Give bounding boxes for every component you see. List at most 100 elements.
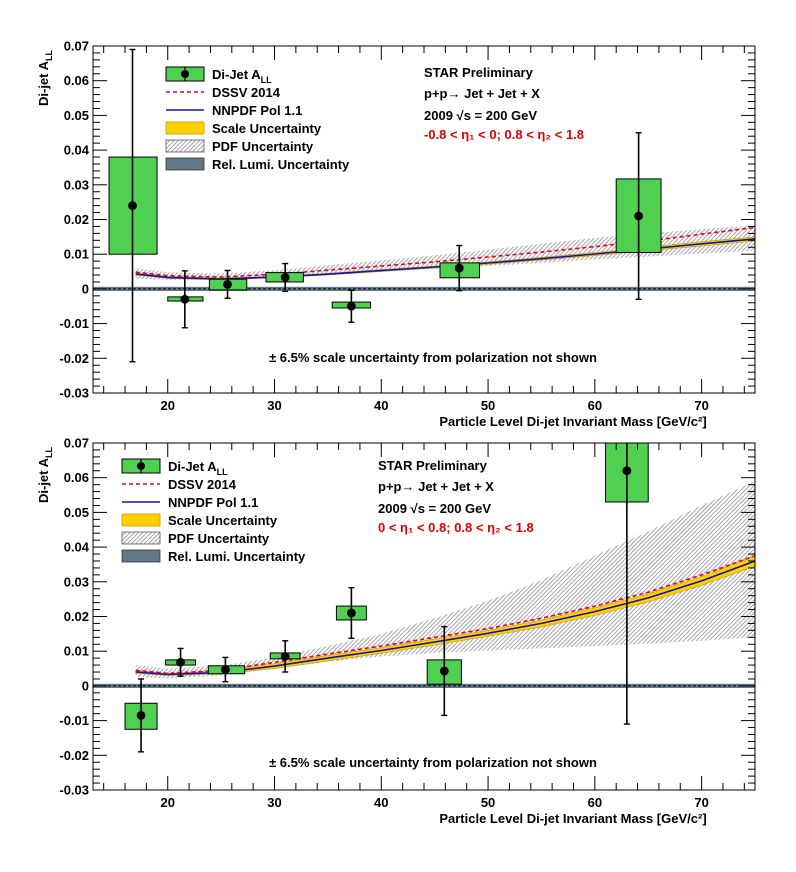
legend-scale-swatch xyxy=(165,121,205,135)
x-tick-label: 20 xyxy=(161,398,175,413)
legend-lumi-label: Rel. Lumi. Uncertainty xyxy=(168,549,306,564)
pdf-uncertainty-band xyxy=(135,225,755,280)
legend-data-label: Di-Jet ALL xyxy=(168,459,228,477)
data-point xyxy=(335,586,367,640)
data-point xyxy=(269,640,301,673)
data-marker xyxy=(634,211,644,221)
data-marker xyxy=(176,657,185,667)
data-marker xyxy=(136,710,146,720)
y-tick-label: 0.03 xyxy=(64,177,89,192)
y-axis-label-main: Di-jet A xyxy=(36,457,51,503)
energy-year: 2009 xyxy=(378,501,411,516)
data-marker xyxy=(223,279,232,289)
y-axis-label-sub: LL xyxy=(44,446,54,457)
data-point xyxy=(208,269,248,299)
y-tick-label: 0.06 xyxy=(64,73,89,88)
data-point xyxy=(167,270,204,329)
scale-uncertainty-band xyxy=(135,555,755,676)
sqrt-symbol: √ xyxy=(411,501,419,516)
y-tick-label: -0.01 xyxy=(59,316,89,331)
data-point xyxy=(207,656,246,683)
legend-lumi-swatch xyxy=(165,157,205,171)
eta-cut-label: -0.8 < η₁ < 0; 0.8 < η₂ < 1.8 xyxy=(424,127,584,142)
data-marker xyxy=(346,301,356,311)
data-marker xyxy=(221,665,230,674)
legend-data-sub: LL xyxy=(217,467,228,477)
chart-title: STAR Preliminary xyxy=(424,65,534,80)
process-label: p+p→ Jet + Jet + X xyxy=(378,479,494,494)
y-tick-label: 0.02 xyxy=(64,609,89,624)
y-tick-label: 0.04 xyxy=(64,143,90,158)
x-tick-label: 40 xyxy=(374,398,388,413)
y-axis-label-main: Di-jet A xyxy=(36,60,51,106)
data-point xyxy=(124,678,158,753)
data-point xyxy=(426,625,462,717)
legend-data-main: Di-Jet A xyxy=(212,67,261,82)
x-tick-label: 40 xyxy=(374,795,388,810)
energy-label: 2009 √s = 200 GeV xyxy=(424,108,537,123)
data-point xyxy=(165,647,197,677)
data-point xyxy=(265,262,304,293)
legend-data-sub: LL xyxy=(261,75,272,85)
y-tick-label: 0.01 xyxy=(64,247,89,262)
data-marker xyxy=(280,273,290,282)
data-point xyxy=(108,48,158,363)
legend-pdf-swatch xyxy=(121,531,161,545)
y-tick-label: 0.07 xyxy=(64,39,89,54)
panel-top: -0.03 -0.02 -0.01 0 0.01 0.02 0.03 0.04 0.05 0.06… xyxy=(36,39,756,429)
x-tick-label: 50 xyxy=(481,795,495,810)
x-axis-label: Particle Level Di-jet Invariant Mass [Ge… xyxy=(439,414,706,429)
legend-nnpdf-label: NNPDF Pol 1.1 xyxy=(168,495,258,510)
y-tick-label: 0.02 xyxy=(64,212,89,227)
legend-dssv-label: DSSV 2014 xyxy=(168,477,237,492)
y-tick-label: 0.06 xyxy=(64,470,89,485)
y-tick-label: 0.04 xyxy=(64,540,90,555)
legend-dssv-label: DSSV 2014 xyxy=(212,85,281,100)
y-tick-label: 0.05 xyxy=(64,505,89,520)
legend-nnpdf-label: NNPDF Pol 1.1 xyxy=(212,103,302,118)
plot-area xyxy=(93,443,755,753)
legend-lumi-label: Rel. Lumi. Uncertainty xyxy=(212,157,350,172)
legend-data-main: Di-Jet A xyxy=(168,459,217,474)
data-marker xyxy=(180,294,190,304)
info-block: STAR Preliminary p+p→ Jet + Jet + X 2009 √… xyxy=(378,458,534,535)
x-tick-label: 70 xyxy=(694,795,708,810)
y-tick-label: 0.03 xyxy=(64,574,89,589)
legend-pdf-label: PDF Uncertainty xyxy=(168,531,270,546)
process-label: p+p→ Jet + Jet + X xyxy=(424,86,540,101)
y-tick-label: -0.03 xyxy=(59,783,89,798)
legend-lumi-swatch xyxy=(121,549,161,563)
energy-value: s = 200 GeV xyxy=(464,108,538,123)
sqrt-symbol: √ xyxy=(457,108,465,123)
x-tick-label: 30 xyxy=(267,398,281,413)
legend-pdf-swatch xyxy=(165,139,205,153)
y-tick-label: 0.05 xyxy=(64,108,89,123)
x-tick-label: 50 xyxy=(481,398,495,413)
polarization-note: ± 6.5% scale uncertainty from polarizati… xyxy=(269,755,597,770)
info-block: STAR Preliminary p+p→ Jet + Jet + X 2009 √… xyxy=(424,65,584,142)
panel-bottom: -0.03 -0.02 -0.01 0 0.01 0.02 0.03 0.04 0.05 0.06… xyxy=(36,436,756,826)
eta-cut-label: 0 < η₁ < 0.8; 0.8 < η₂ < 1.8 xyxy=(378,520,534,535)
x-tick-label: 60 xyxy=(588,795,602,810)
data-marker xyxy=(128,201,137,211)
polarization-note: ± 6.5% scale uncertainty from polarizati… xyxy=(269,350,597,365)
chart-title: STAR Preliminary xyxy=(378,458,488,473)
y-tick-label: -0.03 xyxy=(59,386,89,401)
data-point xyxy=(331,289,372,323)
y-tick-label: 0 xyxy=(82,281,89,296)
y-tick-label: 0.07 xyxy=(64,436,89,451)
data-marker xyxy=(622,466,632,476)
y-tick-label: -0.01 xyxy=(59,713,89,728)
legend-scale-label: Scale Uncertainty xyxy=(212,121,322,136)
y-tick-label: 0.01 xyxy=(64,644,89,659)
x-tick-label: 20 xyxy=(161,795,175,810)
legend-scale-swatch xyxy=(121,513,161,527)
data-marker xyxy=(346,608,356,618)
energy-year: 2009 xyxy=(424,108,457,123)
data-point xyxy=(439,244,481,292)
y-axis-label: Di-jet ALL xyxy=(36,446,54,503)
energy-value: s = 200 GeV xyxy=(418,501,492,516)
